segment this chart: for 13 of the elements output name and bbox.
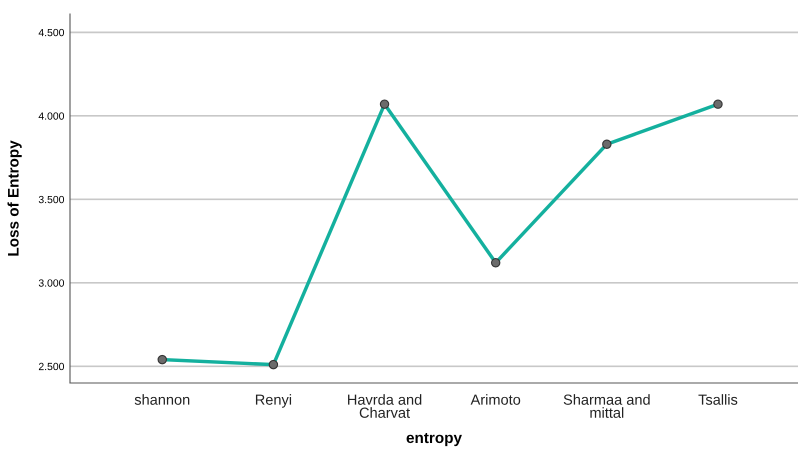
y-axis-title: Loss of Entropy [7,140,22,256]
y-tick-label: 3.500 [38,196,64,204]
y-tick-label: 2.500 [38,362,64,370]
x-tick-label: shannon [134,394,190,405]
x-axis-title: entropy [406,432,462,446]
x-tick-label: Arimoto [470,394,520,405]
x-tick-label: Havrda and Charvat [348,394,422,418]
y-tick-label: 4.500 [38,28,64,36]
x-tick-label: Tsallis [698,394,738,405]
x-tick-label: Renyi [256,394,292,408]
y-tick-label: 4.000 [38,112,64,120]
x-tick-label: Sharmaa and mittal [564,394,650,418]
y-tick-label: 3.000 [38,279,64,287]
